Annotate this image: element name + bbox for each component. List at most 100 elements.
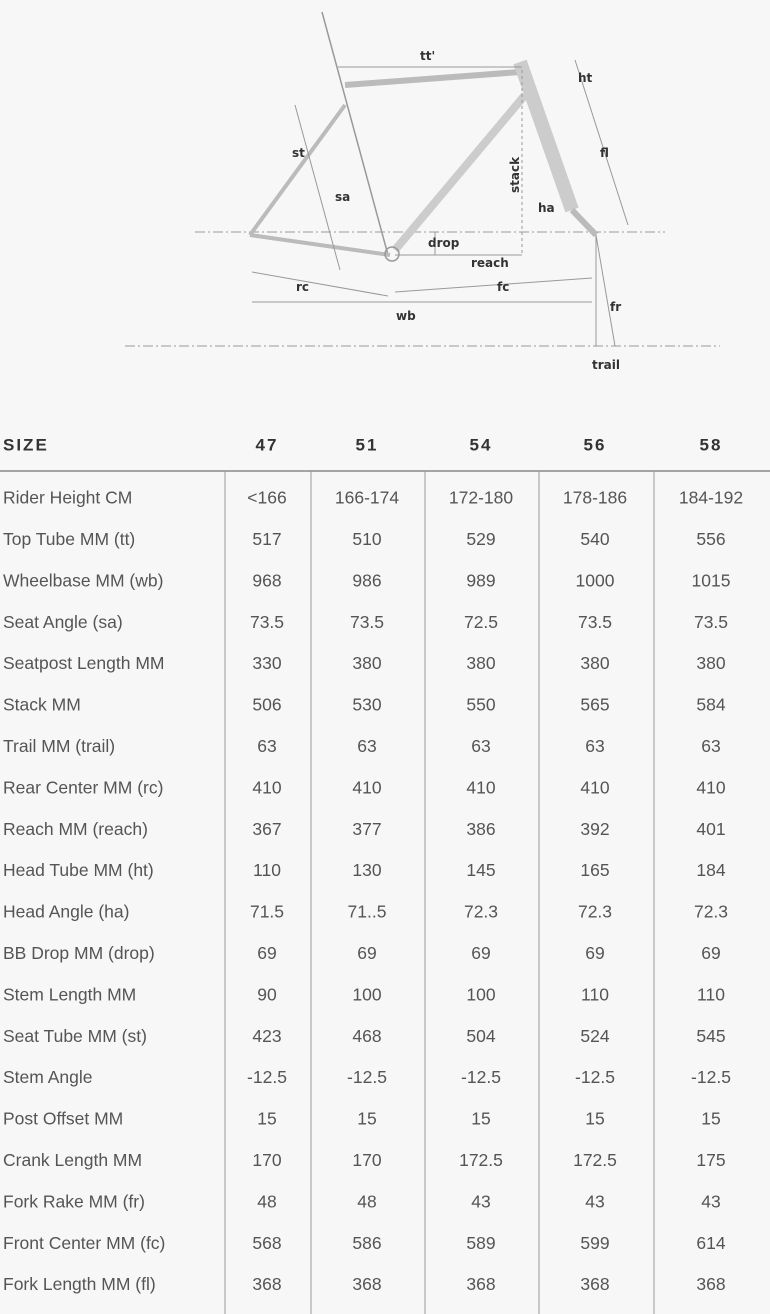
value-cell: 175 — [696, 1150, 725, 1170]
value-cell: 170 — [252, 1150, 281, 1170]
value-cell: 386 — [466, 819, 495, 839]
header-cell: 51 — [356, 435, 379, 454]
value-cell: 410 — [466, 777, 495, 797]
value-cell: 524 — [580, 1026, 609, 1046]
value-cell: 110 — [253, 860, 281, 880]
value-cell: 368 — [580, 1274, 609, 1294]
value-cell: 368 — [696, 1274, 725, 1294]
value-cell: 178-186 — [563, 488, 627, 508]
row-label: Head Tube MM (ht) — [3, 860, 154, 880]
value-cell: -12.5 — [461, 1067, 501, 1087]
value-cell: 63 — [257, 736, 276, 756]
value-cell: 368 — [252, 1274, 281, 1294]
value-cell: 599 — [580, 1233, 609, 1253]
value-cell: 130 — [352, 860, 381, 880]
value-cell: 100 — [466, 984, 495, 1004]
value-cell: 100 — [352, 984, 381, 1004]
diagram-label: stack — [508, 156, 522, 193]
fork — [569, 207, 599, 238]
header-cell: 56 — [584, 435, 607, 454]
value-cell: 72.5 — [464, 612, 498, 632]
value-cell: 71.5 — [250, 902, 284, 922]
value-cell: 15 — [471, 1109, 490, 1129]
row-label: Seat Tube MM (st) — [3, 1026, 147, 1046]
value-cell: 510 — [352, 529, 381, 549]
diagram-label: tt' — [420, 49, 435, 63]
value-cell: 172.5 — [459, 1150, 503, 1170]
value-cell: 380 — [466, 653, 495, 673]
diagram-label: wb — [396, 309, 416, 323]
row-label: Crank Length MM — [3, 1150, 142, 1170]
header-cell: SIZE — [3, 435, 49, 454]
value-cell: -12.5 — [247, 1067, 287, 1087]
row-label: Fork Rake MM (fr) — [3, 1191, 145, 1211]
value-cell: 69 — [585, 943, 604, 963]
value-cell: 172-180 — [449, 488, 513, 508]
value-cell: 368 — [352, 1274, 381, 1294]
row-label: Stem Length MM — [3, 984, 136, 1004]
value-cell: 165 — [580, 860, 609, 880]
diagram-label: rc — [296, 280, 309, 294]
rc-dimension — [251, 271, 389, 297]
value-cell: 380 — [696, 653, 725, 673]
value-cell: 184-192 — [679, 488, 743, 508]
value-cell: 540 — [580, 529, 609, 549]
value-cell: 504 — [466, 1026, 495, 1046]
value-cell: 468 — [352, 1026, 381, 1046]
header-cell: 47 — [256, 435, 279, 454]
diagram-label: fr — [610, 300, 621, 314]
value-cell: 506 — [252, 695, 281, 715]
bottom-bracket — [384, 246, 400, 262]
row-label: Trail MM (trail) — [3, 736, 115, 756]
value-cell: <166 — [247, 488, 286, 508]
value-cell: 410 — [580, 777, 609, 797]
value-cell: 556 — [696, 529, 725, 549]
diagram-label: drop — [428, 236, 460, 250]
head-tube — [513, 59, 579, 213]
value-cell: 43 — [585, 1191, 604, 1211]
header-cell: 58 — [700, 435, 723, 454]
value-cell: 410 — [696, 777, 725, 797]
value-cell: 330 — [252, 653, 281, 673]
diagram-label: st — [292, 146, 305, 160]
row-label: Rider Height CM — [3, 488, 132, 508]
value-cell: 63 — [585, 736, 604, 756]
diagram-label: trail — [592, 358, 620, 372]
value-cell: 90 — [257, 984, 277, 1004]
row-label: Top Tube MM (tt) — [3, 529, 135, 549]
value-cell: 63 — [471, 736, 490, 756]
row-label: BB Drop MM (drop) — [3, 943, 155, 963]
value-cell: 410 — [252, 777, 281, 797]
diagram-label: sa — [335, 190, 350, 204]
value-cell: 43 — [471, 1191, 490, 1211]
value-cell: 69 — [471, 943, 490, 963]
value-cell: 530 — [352, 695, 381, 715]
row-label: Front Center MM (fc) — [3, 1233, 165, 1253]
value-cell: 550 — [466, 695, 495, 715]
row-label: Rear Center MM (rc) — [3, 777, 163, 797]
value-cell: 584 — [696, 695, 725, 715]
value-cell: 568 — [252, 1233, 281, 1253]
value-cell: 15 — [585, 1109, 604, 1129]
row-label: Fork Length MM (fl) — [3, 1274, 156, 1294]
diagram-label: fc — [497, 280, 509, 294]
value-cell: 517 — [252, 529, 281, 549]
row-label: Wheelbase MM (wb) — [3, 570, 163, 590]
value-cell: 392 — [580, 819, 609, 839]
value-cell: 15 — [257, 1109, 276, 1129]
seat-tube — [321, 11, 389, 256]
value-cell: 73.5 — [578, 612, 612, 632]
value-cell: 145 — [466, 860, 495, 880]
value-cell: 1000 — [576, 570, 615, 590]
value-cell: 110 — [697, 984, 725, 1004]
fc-dimension — [394, 277, 593, 293]
fl-dimension — [574, 59, 629, 226]
value-cell: 529 — [466, 529, 495, 549]
value-cell: 48 — [257, 1191, 276, 1211]
value-cell: 72.3 — [578, 902, 612, 922]
value-cell: 1015 — [692, 570, 731, 590]
value-cell: 380 — [352, 653, 381, 673]
value-cell: 170 — [352, 1150, 381, 1170]
diagram-label: fl — [600, 146, 609, 160]
value-cell: 110 — [581, 984, 609, 1004]
